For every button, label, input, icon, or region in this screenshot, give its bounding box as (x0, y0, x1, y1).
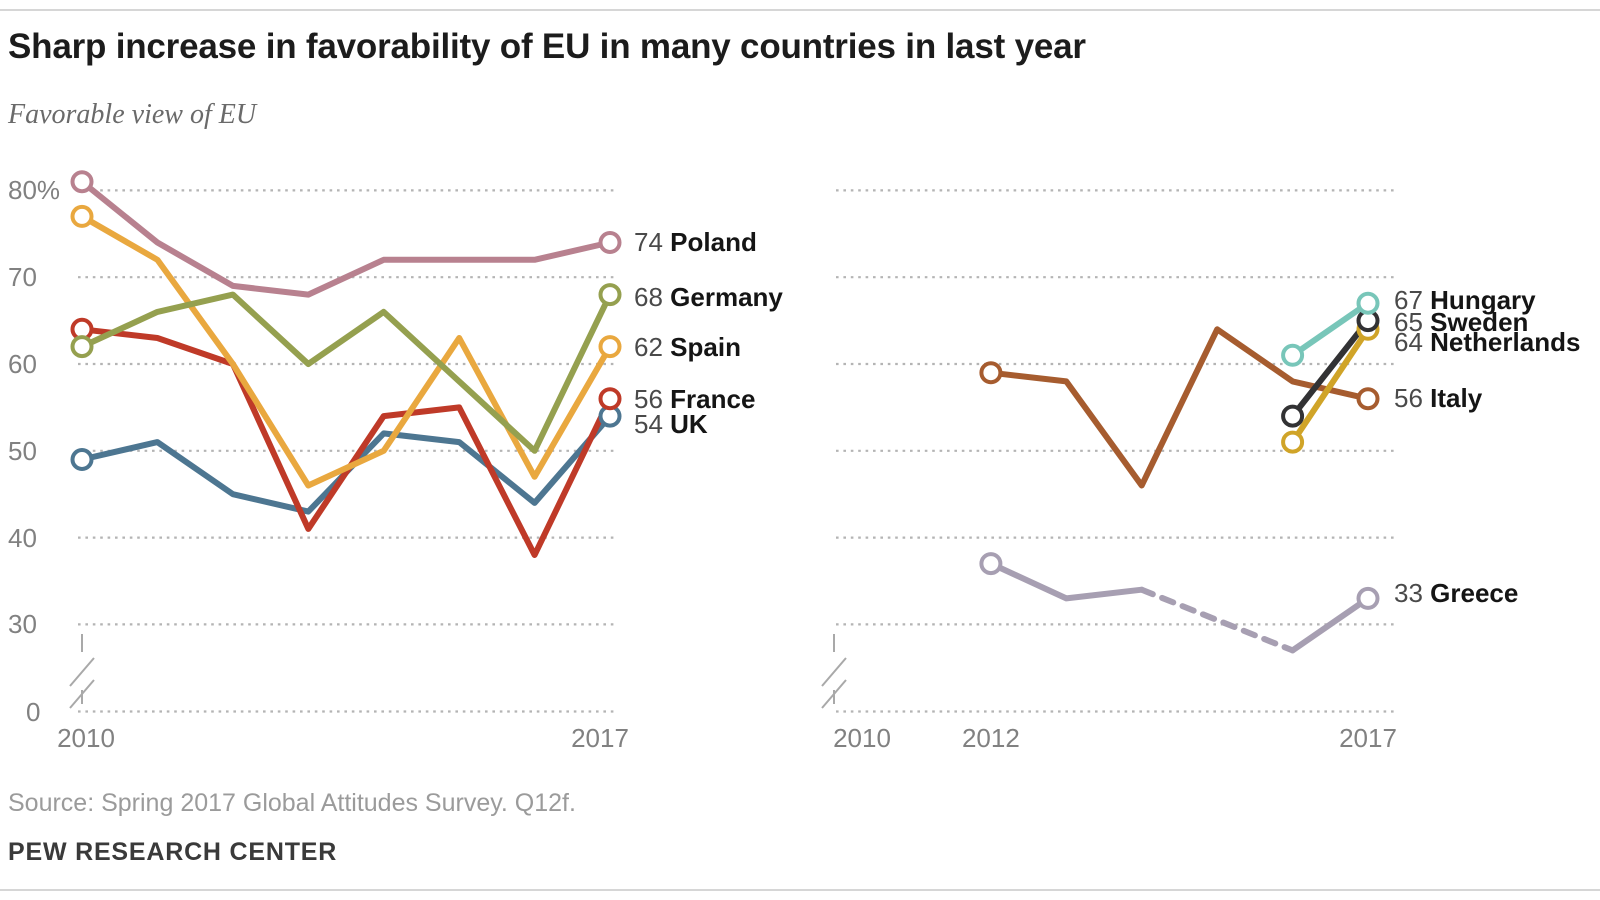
series-line-Germany (79, 291, 613, 454)
series-line-Greece (987, 560, 1145, 602)
series-label-value-Greece: 33 (1394, 578, 1423, 609)
series-endpoint-France-end (598, 387, 622, 411)
series-endpoint-UK-start (70, 448, 94, 471)
series-label-Hungary: 67 Hungary (1394, 283, 1536, 317)
series-line-Italy (987, 326, 1371, 489)
series-endpoint-Sweden-start (1281, 404, 1305, 428)
series-label-value-Germany: 68 (634, 281, 663, 312)
series-label-Netherlands: 64 Netherlands (1394, 325, 1580, 359)
series-endpoint-Italy-end (1356, 387, 1380, 411)
x-axis-label-right-2010: 2010 (833, 723, 891, 753)
y-axis-label-30: 30 (8, 609, 37, 640)
series-line-Poland (79, 178, 613, 298)
series-label-Spain: 62 Spain (634, 330, 741, 364)
x-axis-label-left-2017: 2017 (571, 723, 629, 753)
series-line-Hungary (1289, 300, 1371, 359)
series-endpoint-Italy-start (979, 361, 1003, 385)
series-endpoint-Greece-end (1356, 586, 1380, 610)
series-label-Poland: 74 Poland (634, 225, 757, 259)
series-endpoint-Hungary-end (1356, 291, 1380, 315)
series-label-value-Sweden: 65 (1394, 306, 1423, 337)
series-endpoint-Poland-start (70, 170, 94, 194)
branding: PEW RESEARCH CENTER (8, 838, 338, 866)
series-label-name-Netherlands: Netherlands (1430, 327, 1581, 358)
top-divider (0, 9, 1600, 11)
series-line-Spain (79, 213, 613, 489)
series-label-name-UK: UK (670, 409, 708, 440)
series-endpoint-Netherlands-start (1281, 430, 1305, 454)
series-line-Sweden (1289, 317, 1371, 420)
series-label-value-Poland: 74 (634, 227, 663, 258)
axis-break-right (821, 634, 847, 709)
page-title: Sharp increase in favorability of EU in … (8, 27, 1086, 66)
bottom-divider (0, 889, 1600, 891)
series-endpoint-Spain-end (598, 335, 622, 359)
y-axis-label-50: 50 (8, 435, 37, 466)
series-label-UK: 54 UK (634, 407, 708, 441)
y-axis-label-0: 0 (26, 696, 41, 727)
series-label-value-Italy: 56 (1394, 382, 1423, 413)
source-note: Source: Spring 2017 Global Attitudes Sur… (8, 789, 576, 817)
y-axis-label-70: 70 (8, 262, 37, 293)
series-label-name-Hungary: Hungary (1430, 285, 1536, 316)
series-label-name-Germany: Germany (670, 281, 783, 312)
axis-break-left (69, 634, 95, 709)
x-axis-label-right-2012: 2012 (961, 723, 1020, 753)
y-axis-label-60: 60 (8, 349, 37, 379)
x-axis-label-left-2010: 2010 (57, 723, 115, 753)
series-label-value-Spain: 62 (634, 331, 663, 362)
series-endpoint-Spain-start (70, 204, 94, 228)
series-label-Germany: 68 Germany (634, 280, 783, 314)
series-label-name-Spain: Spain (670, 331, 741, 362)
series-line-Greece (1289, 595, 1371, 654)
series-label-value-Netherlands: 64 (1394, 327, 1423, 358)
series-endpoint-Germany-end (598, 283, 622, 307)
chart-subtitle: Favorable view of EU (8, 99, 257, 130)
series-label-name-Poland: Poland (670, 227, 757, 258)
series-label-value-Hungary: 67 (1394, 285, 1423, 316)
y-axis-label-40: 40 (8, 522, 37, 553)
series-endpoint-Poland-end (598, 231, 622, 254)
series-label-value-France: 56 (634, 383, 663, 414)
series-label-name-Sweden: Sweden (1430, 306, 1529, 337)
series-line-Greece-dashed (1138, 586, 1296, 654)
series-label-France: 56 France (634, 382, 755, 416)
series-endpoint-Germany-start (70, 335, 94, 359)
series-label-Greece: 33 Greece (1394, 576, 1518, 610)
series-label-value-UK: 54 (634, 409, 663, 440)
series-label-Italy: 56 Italy (1394, 381, 1482, 415)
series-label-name-Italy: Italy (1430, 382, 1483, 413)
series-line-Netherlands (1289, 326, 1371, 446)
x-axis-label-right-2017: 2017 (1339, 723, 1397, 753)
series-label-name-France: France (670, 383, 756, 414)
series-line-France (79, 326, 613, 558)
series-label-name-Greece: Greece (1430, 578, 1519, 609)
series-label-Sweden: 65 Sweden (1394, 305, 1528, 339)
series-endpoint-Hungary-start (1281, 343, 1305, 367)
series-endpoint-Greece-start (979, 552, 1003, 576)
y-axis-label-80: 80% (8, 175, 61, 206)
